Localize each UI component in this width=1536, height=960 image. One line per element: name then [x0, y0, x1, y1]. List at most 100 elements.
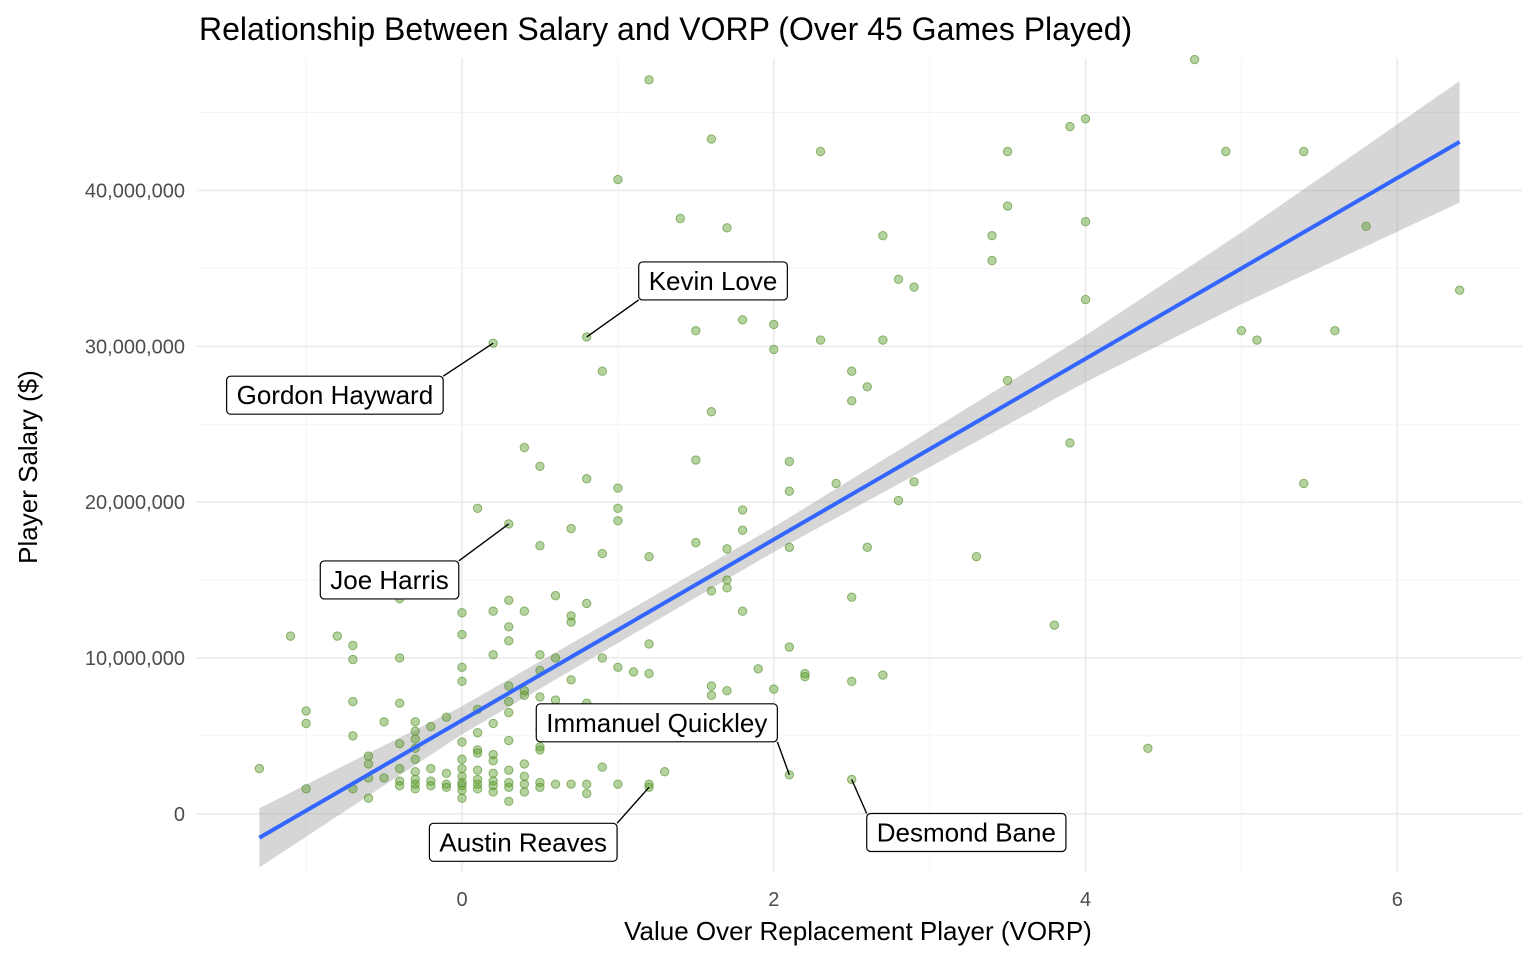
scatter-point: [504, 595, 514, 605]
scatter-point: [519, 759, 530, 769]
scatter-point: [472, 728, 483, 738]
scatter-point: [597, 653, 607, 663]
scatter-point: [1361, 221, 1371, 231]
scatter-point: [862, 382, 872, 392]
scatter-point: [394, 781, 405, 791]
scatter-point: [737, 315, 748, 325]
scatter-point: [1080, 216, 1091, 227]
scatter-point: [457, 754, 467, 764]
scatter-point: [504, 735, 514, 746]
confidence-band: [259, 81, 1460, 868]
scatter-point: [987, 255, 997, 266]
scatter-point: [441, 779, 452, 789]
scatter-point: [1252, 335, 1262, 345]
scatter-point: [909, 477, 919, 487]
scatter-point: [1065, 438, 1075, 448]
scatter-point: [582, 474, 592, 484]
scatter-point: [893, 495, 904, 506]
scatter-point: [597, 548, 607, 559]
scatter-point: [722, 575, 732, 585]
scatter-point: [691, 326, 701, 336]
scatter-point: [441, 782, 452, 792]
scatter-point: [426, 763, 436, 774]
scatter-point: [457, 676, 467, 687]
scatter-point: [753, 664, 763, 674]
scatter-point: [784, 456, 795, 467]
annotation-connector: [616, 786, 650, 824]
scatter-point: [472, 748, 483, 758]
scatter-point: [815, 335, 826, 345]
scatter-point: [706, 407, 717, 417]
scatter-point: [800, 671, 810, 682]
annotation-text: Immanuel Quickley: [546, 708, 767, 738]
scatter-point: [722, 583, 732, 593]
annotation-box: [319, 560, 460, 600]
scatter-point: [613, 516, 623, 526]
scatter-point: [348, 640, 358, 651]
scatter-point: [394, 653, 405, 663]
scatter-point: [737, 606, 748, 616]
scatter-point: [504, 696, 514, 707]
y-tick-label: 20,000,000: [85, 492, 185, 514]
scatter-point: [550, 590, 561, 601]
scatter-point: [472, 784, 483, 794]
scatter-point: [472, 745, 483, 755]
scatter-point: [488, 650, 498, 660]
scatter-point: [1299, 146, 1309, 157]
scatter-point: [909, 282, 919, 292]
scatter-point: [426, 781, 436, 791]
x-tick-label: 0: [456, 889, 467, 911]
scatter-point: [457, 662, 467, 673]
scatter-point: [722, 544, 732, 554]
x-axis-title: Value Over Replacement Player (VORP): [624, 916, 1092, 946]
annotation-connector: [442, 342, 494, 377]
annotation-text: Joe Harris: [330, 565, 448, 595]
scatter-point: [1143, 743, 1153, 754]
annotation-box: [226, 375, 444, 415]
scatter-point: [566, 617, 576, 627]
scatter-point: [566, 779, 576, 789]
scatter-point: [878, 230, 888, 241]
scatter-point: [457, 763, 467, 774]
scatter-point: [488, 606, 498, 616]
scatter-point: [597, 762, 607, 772]
scatter-point: [519, 779, 530, 789]
scatter-point: [613, 174, 623, 185]
scatter-point: [691, 537, 701, 548]
scatter-point: [504, 707, 514, 718]
scatter-point: [488, 768, 498, 778]
scatter-point: [488, 787, 498, 797]
scatter-point: [457, 608, 467, 618]
scatter-point: [847, 592, 857, 602]
scatter-point: [519, 690, 530, 701]
scatter-point: [1330, 326, 1340, 336]
scatter-point: [769, 319, 779, 330]
annotation-text: Desmond Bane: [877, 818, 1056, 848]
scatter-point: [769, 344, 779, 355]
x-tick-label: 2: [768, 889, 779, 911]
scatter-point: [535, 742, 545, 752]
scatter-point: [893, 274, 904, 284]
scatter-point: [675, 213, 685, 224]
scatter-point: [613, 503, 623, 514]
scatter-point: [535, 692, 545, 702]
scatter-point: [332, 631, 342, 641]
scatter-point: [488, 756, 498, 766]
scatter-point: [613, 662, 623, 673]
scatter-point: [504, 782, 514, 792]
scatter-point: [1002, 201, 1013, 211]
scatter-point: [1049, 620, 1060, 630]
scatter-point: [457, 793, 467, 803]
scatter-point: [878, 335, 888, 345]
scatter-point: [488, 718, 498, 729]
scatter-point: [410, 726, 420, 736]
scatter-point: [301, 718, 311, 729]
scatter-point: [519, 787, 530, 797]
annotation-text: Kevin Love: [649, 266, 778, 296]
scatter-point: [379, 773, 389, 783]
scatter-point: [566, 523, 576, 534]
scatter-point: [394, 738, 405, 749]
scatter-point: [878, 670, 888, 680]
scatter-point: [504, 681, 514, 691]
